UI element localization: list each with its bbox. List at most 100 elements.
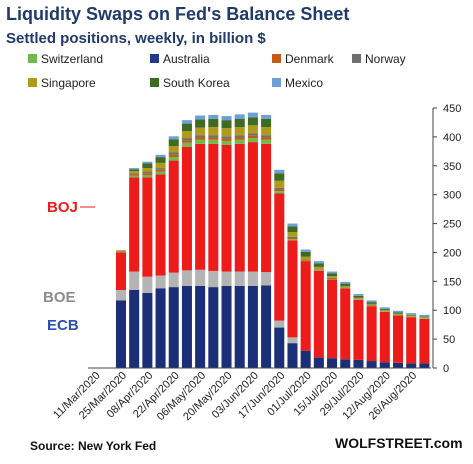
bar-boj-10 bbox=[221, 144, 232, 272]
y-tick-label: 0 bbox=[443, 363, 449, 375]
bar-south-korea-17 bbox=[313, 263, 324, 267]
bar-singapore-19 bbox=[340, 285, 351, 288]
y-tick-label: 250 bbox=[443, 219, 461, 231]
bar-switzerland-16 bbox=[300, 260, 311, 262]
bar-mexico-14 bbox=[274, 169, 285, 174]
bar-boj-15 bbox=[287, 240, 298, 338]
bar-norway-18 bbox=[327, 277, 338, 279]
bar-south-korea-24 bbox=[406, 314, 417, 316]
bar-mexico-11 bbox=[234, 114, 245, 119]
bar-norway-20 bbox=[353, 298, 364, 300]
y-tick-label: 200 bbox=[443, 247, 461, 259]
bar-boj-9 bbox=[208, 143, 219, 271]
bar-switzerland-22 bbox=[379, 311, 390, 312]
bar-south-korea-5 bbox=[155, 157, 166, 163]
bar-boe-14 bbox=[274, 320, 285, 328]
bar-denmark-14 bbox=[274, 189, 285, 192]
bar-switzerland-19 bbox=[340, 287, 351, 289]
bar-switzerland-9 bbox=[208, 139, 219, 144]
bar-singapore-21 bbox=[366, 303, 377, 306]
bar-norway-15 bbox=[287, 236, 298, 238]
chart-subtitle: Settled positions, weekly, in billion $ bbox=[6, 30, 266, 47]
bar-denmark-7 bbox=[181, 140, 192, 143]
bar-singapore-11 bbox=[234, 127, 245, 136]
bar-switzerland-8 bbox=[195, 139, 206, 144]
bar-singapore-18 bbox=[327, 276, 338, 278]
bar-boe-5 bbox=[155, 275, 166, 289]
bar-ecb-20 bbox=[353, 359, 364, 368]
bar-singapore-7 bbox=[181, 131, 192, 139]
bar-singapore-14 bbox=[274, 180, 285, 188]
bar-singapore-25 bbox=[419, 317, 430, 319]
bar-ecb-10 bbox=[221, 285, 232, 368]
bar-south-korea-7 bbox=[181, 123, 192, 132]
bar-boe-3 bbox=[129, 271, 140, 290]
bar-south-korea-13 bbox=[261, 118, 272, 128]
bar-singapore-4 bbox=[142, 168, 153, 172]
bar-denmark-18 bbox=[327, 278, 338, 280]
bar-boe-6 bbox=[168, 272, 179, 288]
bar-norway-14 bbox=[274, 187, 285, 190]
legend-swatch-switzerland bbox=[28, 54, 37, 63]
annotations: BOJ BOE ECB bbox=[43, 199, 95, 334]
bar-south-korea-4 bbox=[142, 163, 153, 169]
bar-mexico-4 bbox=[142, 161, 153, 164]
bar-singapore-20 bbox=[353, 297, 364, 299]
bar-boe-9 bbox=[208, 270, 219, 288]
bar-switzerland-5 bbox=[155, 171, 166, 175]
bar-switzerland-2 bbox=[115, 251, 126, 253]
bar-ecb-6 bbox=[168, 287, 179, 368]
bar-denmark-17 bbox=[313, 269, 324, 271]
bar-switzerland-10 bbox=[221, 140, 232, 145]
bar-denmark-4 bbox=[142, 173, 153, 176]
bar-denmark-3 bbox=[129, 174, 140, 176]
y-tick-label: 150 bbox=[443, 276, 461, 288]
bar-mexico-5 bbox=[155, 154, 166, 158]
legend-swatch-singapore bbox=[28, 78, 37, 87]
legend-label-south-korea: South Korea bbox=[163, 76, 230, 90]
bar-switzerland-21 bbox=[366, 305, 377, 307]
bar-denmark-12 bbox=[247, 135, 258, 139]
bar-norway-17 bbox=[313, 269, 324, 270]
bar-ecb-18 bbox=[327, 358, 338, 368]
bar-boe-8 bbox=[195, 269, 206, 286]
bar-switzerland-11 bbox=[234, 139, 245, 144]
bar-boj-12 bbox=[247, 142, 258, 272]
y-tick-label: 50 bbox=[443, 334, 455, 346]
bar-singapore-17 bbox=[313, 266, 324, 270]
bar-singapore-22 bbox=[379, 310, 390, 312]
bar-south-korea-14 bbox=[274, 173, 285, 181]
legend-swatch-norway bbox=[352, 54, 361, 63]
bar-switzerland-25 bbox=[419, 318, 430, 319]
bar-ecb-19 bbox=[340, 359, 351, 368]
bar-ecb-23 bbox=[393, 362, 404, 368]
bar-norway-19 bbox=[340, 287, 351, 288]
bar-singapore-24 bbox=[406, 315, 417, 317]
bar-boj-11 bbox=[234, 143, 245, 272]
bar-boj-16 bbox=[300, 261, 311, 351]
bar-boj-20 bbox=[353, 299, 364, 360]
bar-boj-2 bbox=[115, 252, 126, 290]
bar-south-korea-16 bbox=[300, 251, 311, 257]
bar-boj-23 bbox=[393, 315, 404, 363]
bar-singapore-2 bbox=[115, 250, 126, 251]
bar-mexico-9 bbox=[208, 114, 219, 119]
bar-south-korea-21 bbox=[366, 302, 377, 304]
bar-switzerland-20 bbox=[353, 299, 364, 300]
bar-ecb-12 bbox=[247, 285, 258, 368]
bar-ecb-15 bbox=[287, 343, 298, 368]
bar-mexico-20 bbox=[353, 294, 364, 296]
legend-swatch-mexico bbox=[272, 78, 281, 87]
bar-norway-9 bbox=[208, 135, 219, 138]
bar-singapore-15 bbox=[287, 232, 298, 237]
bar-switzerland-12 bbox=[247, 138, 258, 143]
bar-boj-14 bbox=[274, 193, 285, 321]
annotation-boe: BOE bbox=[43, 289, 76, 306]
bar-singapore-5 bbox=[155, 162, 166, 169]
legend-swatch-denmark bbox=[272, 54, 281, 63]
chart-title: Liquidity Swaps on Fed's Balance Sheet bbox=[6, 4, 349, 24]
bar-boj-22 bbox=[379, 311, 390, 363]
bar-mexico-24 bbox=[406, 313, 417, 315]
legend-label-denmark: Denmark bbox=[285, 52, 335, 66]
bar-boj-17 bbox=[313, 270, 324, 358]
